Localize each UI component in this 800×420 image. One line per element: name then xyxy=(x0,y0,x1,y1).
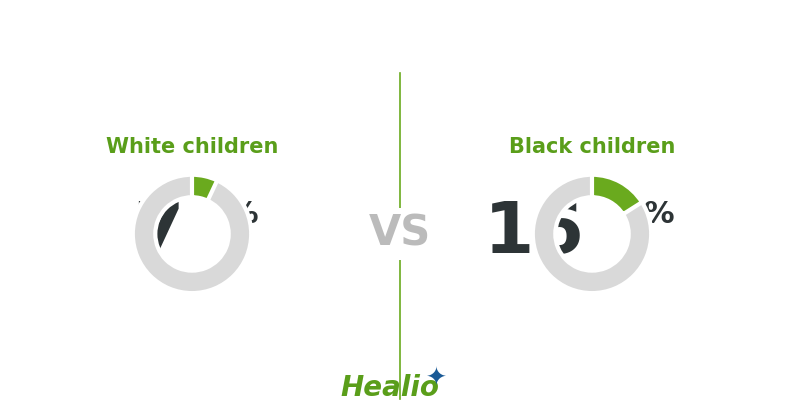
Text: %: % xyxy=(228,200,258,229)
Text: 16: 16 xyxy=(483,200,584,268)
Wedge shape xyxy=(592,175,642,214)
Text: Percentages of children with asthma:: Percentages of children with asthma: xyxy=(164,21,636,41)
Text: VS: VS xyxy=(369,213,431,255)
Text: %: % xyxy=(644,200,674,229)
Text: White children: White children xyxy=(106,137,278,158)
Wedge shape xyxy=(533,175,651,293)
Text: 7: 7 xyxy=(134,200,184,268)
Text: Black children: Black children xyxy=(509,137,675,158)
Text: ✦: ✦ xyxy=(426,367,446,391)
Wedge shape xyxy=(192,175,217,201)
Text: Healio: Healio xyxy=(340,374,439,402)
Wedge shape xyxy=(133,175,251,293)
